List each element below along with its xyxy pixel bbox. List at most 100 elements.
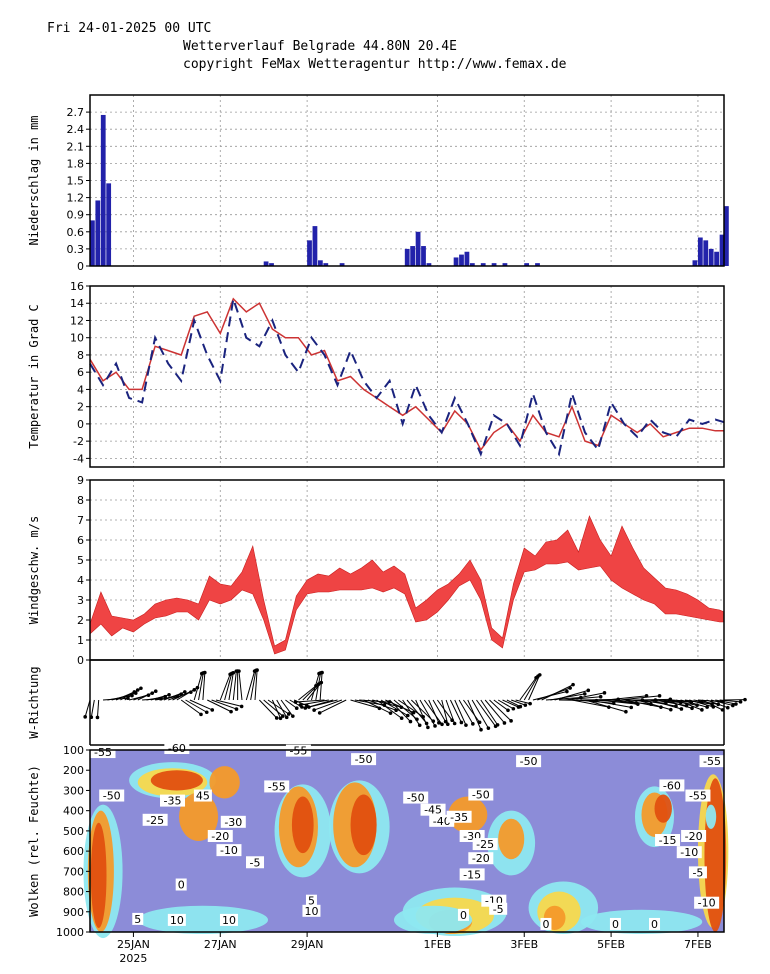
contour-label: 5 — [134, 913, 141, 926]
wind-arrow-head — [229, 709, 233, 714]
x-tick-label: 1FEB — [423, 938, 451, 951]
wind-arrow — [310, 673, 320, 701]
wind-arrow — [480, 699, 499, 726]
precip-bar — [90, 220, 95, 266]
wind-arrow-head — [565, 689, 569, 694]
precip-bar — [502, 263, 508, 266]
contour-label: 10 — [304, 905, 318, 918]
contour-label: -5 — [250, 856, 261, 869]
humidity-area — [90, 822, 107, 928]
contour-label: 0 — [542, 918, 549, 931]
contour-label: -5 — [692, 866, 703, 879]
contour-label-bg — [167, 913, 186, 926]
y-tick-label: 600 — [63, 845, 84, 858]
precip-bar — [312, 226, 318, 266]
precip-bar — [469, 263, 475, 266]
precip-bar — [708, 248, 714, 266]
wind-arrow-head — [523, 703, 528, 707]
contour-label: -50 — [355, 753, 373, 766]
contour-label: -35 — [164, 795, 182, 808]
wind-arrow — [641, 699, 677, 707]
contour-label-bg — [220, 815, 246, 828]
y-tick-label: 2.4 — [67, 123, 85, 136]
contour-label-bg — [207, 829, 233, 842]
wind-arrow — [589, 699, 632, 708]
precip-bar — [404, 248, 410, 266]
wind-arrow-head — [537, 673, 542, 677]
contour-label: -25 — [146, 814, 164, 827]
wind-arrow — [458, 699, 474, 725]
wind-arrow — [215, 699, 242, 707]
wind-arrow — [554, 689, 589, 701]
wind-arrow — [415, 699, 429, 728]
y-tick-label: 0.6 — [67, 226, 85, 239]
wind-arrow-head — [278, 716, 283, 721]
wind-arrow-head — [303, 706, 308, 710]
contour-label: -10 — [698, 897, 716, 910]
wind-arrow — [250, 670, 257, 701]
wind-arrow — [313, 699, 343, 711]
wind-arrow — [406, 699, 427, 724]
wind-arrow — [385, 699, 414, 714]
wind-arrow-head — [679, 707, 684, 711]
wind-arrow — [402, 699, 421, 726]
wind-arrow — [519, 677, 537, 701]
contour-label-bg — [516, 755, 542, 768]
precip-bar — [697, 237, 703, 266]
wind-arrow-head — [518, 704, 523, 709]
x-axis: 2025 25JAN 27JAN 29JAN 1FEB 3FEB 5FEB 7FEB — [117, 932, 712, 965]
contour-label: -50 — [407, 792, 425, 805]
cloud-frame — [89, 749, 725, 933]
contour-label-bg — [305, 894, 317, 907]
wind-arrow-head — [237, 669, 241, 673]
y-tick-label: 3 — [77, 594, 84, 607]
contour-label-bg — [264, 780, 290, 793]
wind-arrow — [550, 693, 585, 701]
precip-bar — [410, 246, 416, 266]
wind-arrow — [389, 699, 411, 722]
wind-arrow — [298, 685, 317, 701]
wind-arrow — [271, 699, 281, 719]
contour-label-bg — [681, 829, 707, 842]
wind-arrow — [476, 699, 496, 727]
wind-arrow — [295, 699, 325, 703]
wind-arrow-head — [509, 719, 513, 723]
contour-label-bg — [468, 788, 494, 801]
wind-arrow-head — [234, 707, 239, 711]
wind-arrow — [489, 699, 512, 722]
contour-label: -5 — [493, 903, 504, 916]
y-tick-label: 2 — [77, 401, 84, 414]
contour-label: -15 — [463, 868, 481, 881]
wind-arrow-head — [281, 714, 285, 718]
cloud-ylabel: Wolken (rel. Feuchte) — [27, 765, 41, 917]
precip-bar — [269, 263, 274, 266]
y-tick-label: 8 — [77, 349, 84, 362]
contour-label: -50 — [103, 790, 121, 803]
x-tick-label: 7FEB — [684, 938, 712, 951]
wind-arrow-head — [738, 700, 743, 704]
wind-arrow-head — [582, 692, 587, 696]
precip-bar — [459, 254, 464, 266]
wind-arrow — [193, 673, 203, 701]
wind-arrow — [302, 683, 320, 701]
wind-arrow — [523, 675, 539, 701]
wind-direction-panel: W-Richtung — [27, 659, 747, 746]
wind-arrow — [515, 699, 531, 705]
y-tick-label: 700 — [63, 865, 84, 878]
wind-arrow — [467, 699, 482, 730]
humidity-area — [291, 796, 314, 854]
wind-arrow — [710, 699, 733, 706]
y-tick-label: 900 — [63, 906, 84, 919]
contour-label: -50 — [520, 755, 538, 768]
contour-label: -55 — [703, 755, 721, 768]
wind-arrow — [463, 699, 481, 723]
wind-arrow — [202, 672, 206, 701]
x-tick-label: 3FEB — [510, 938, 538, 951]
wind-arrow — [96, 699, 100, 718]
y-tick-label: 16 — [70, 280, 84, 293]
wind-arrow-head — [602, 691, 607, 695]
contour-label: -55 — [689, 790, 707, 803]
y-tick-label: -4 — [73, 452, 84, 465]
